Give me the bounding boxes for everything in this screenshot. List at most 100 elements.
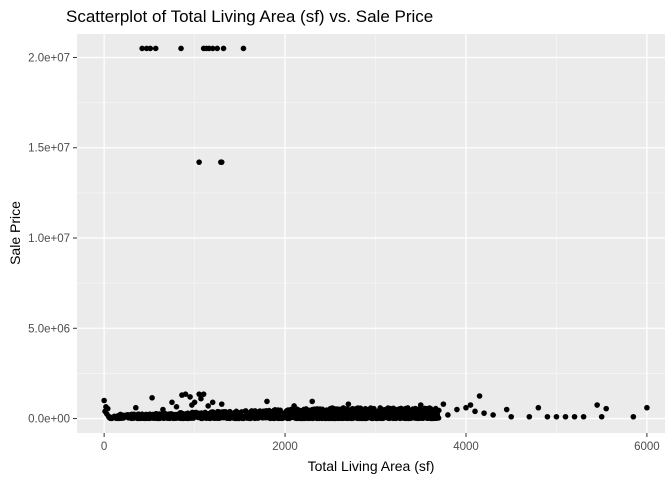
data-point: [481, 410, 487, 416]
data-point: [345, 401, 352, 407]
data-point: [440, 401, 447, 407]
data-point: [361, 409, 367, 415]
data-point: [178, 412, 184, 418]
x-tick-label: 6000: [634, 441, 660, 453]
data-point: [125, 415, 132, 421]
data-point: [476, 393, 483, 399]
data-point: [198, 395, 204, 402]
data-point: [218, 159, 225, 165]
data-point: [274, 413, 280, 419]
data-point: [312, 415, 318, 421]
data-point: [382, 412, 389, 418]
data-point: [571, 413, 578, 420]
data-point: [240, 45, 247, 52]
data-point: [209, 399, 216, 406]
data-point: [221, 409, 227, 415]
data-point: [535, 404, 542, 411]
data-point: [149, 394, 155, 401]
data-point: [135, 411, 142, 418]
data-point: [251, 414, 257, 420]
data-point: [417, 402, 424, 408]
y-axis-title: Sale Price: [7, 201, 23, 265]
data-point: [348, 412, 354, 419]
data-point: [427, 410, 433, 416]
x-axis-title: Total Living Area (sf): [308, 458, 435, 474]
data-point: [580, 413, 587, 420]
data-point: [101, 397, 107, 404]
data-point: [191, 412, 198, 419]
data-point: [139, 45, 145, 52]
data-point: [160, 406, 166, 413]
y-axis-ticks: 0.0e+00 5.0e+06 1.0e+07 1.5e+07 2.0e+07: [28, 52, 77, 426]
data-point: [397, 407, 403, 414]
data-point: [490, 412, 496, 418]
data-point: [214, 45, 221, 52]
data-point: [130, 415, 137, 421]
x-axis-ticks: 0 2000 4000 6000: [101, 433, 660, 453]
data-point: [323, 414, 329, 420]
data-points: [101, 45, 650, 422]
data-point: [211, 415, 217, 421]
x-tick-label: 2000: [272, 441, 298, 453]
data-point: [526, 413, 533, 420]
data-point: [201, 411, 207, 417]
data-point: [236, 414, 242, 420]
data-point: [354, 415, 360, 422]
data-point: [227, 408, 233, 415]
data-point: [221, 415, 227, 421]
data-point: [410, 406, 416, 412]
x-tick-label: 0: [101, 441, 107, 453]
data-point: [275, 407, 281, 413]
data-point: [268, 415, 275, 421]
data-point: [424, 406, 430, 412]
data-point: [368, 415, 374, 421]
data-point: [200, 391, 207, 397]
data-point: [152, 45, 159, 52]
data-point: [196, 159, 202, 165]
data-point: [196, 391, 202, 397]
data-point: [220, 45, 227, 52]
data-point: [178, 45, 184, 52]
data-point: [300, 411, 306, 417]
data-point: [319, 407, 325, 413]
data-point: [285, 407, 291, 413]
data-point: [120, 414, 126, 421]
y-tick-label: 1.5e+07: [28, 143, 70, 155]
data-point: [424, 415, 430, 421]
data-point: [344, 412, 351, 418]
data-point: [282, 413, 288, 419]
data-point: [562, 413, 569, 420]
data-point: [218, 401, 225, 407]
data-point: [326, 410, 333, 416]
data-point: [205, 403, 211, 409]
data-point: [508, 413, 515, 420]
data-point: [630, 413, 637, 420]
data-point: [226, 415, 232, 421]
y-tick-label: 5.0e+06: [28, 323, 70, 335]
data-point: [145, 412, 152, 418]
data-point: [445, 412, 451, 418]
data-point: [246, 410, 252, 417]
data-point: [365, 406, 372, 412]
data-point: [191, 399, 198, 406]
data-point: [503, 406, 510, 413]
data-point: [266, 407, 272, 413]
data-point: [187, 394, 193, 400]
data-point: [544, 413, 551, 420]
data-point: [169, 399, 175, 406]
y-tick-label: 1.0e+07: [28, 233, 70, 245]
data-point: [358, 415, 364, 421]
data-point: [289, 408, 295, 414]
data-point: [182, 391, 189, 397]
data-point: [337, 413, 343, 420]
data-point: [603, 405, 609, 412]
data-point: [309, 398, 316, 405]
data-point: [332, 415, 339, 422]
data-point: [110, 414, 117, 421]
data-point: [356, 410, 363, 416]
data-point: [400, 414, 406, 420]
data-point: [209, 45, 216, 52]
x-tick-label: 4000: [453, 441, 479, 453]
data-point: [644, 404, 650, 411]
